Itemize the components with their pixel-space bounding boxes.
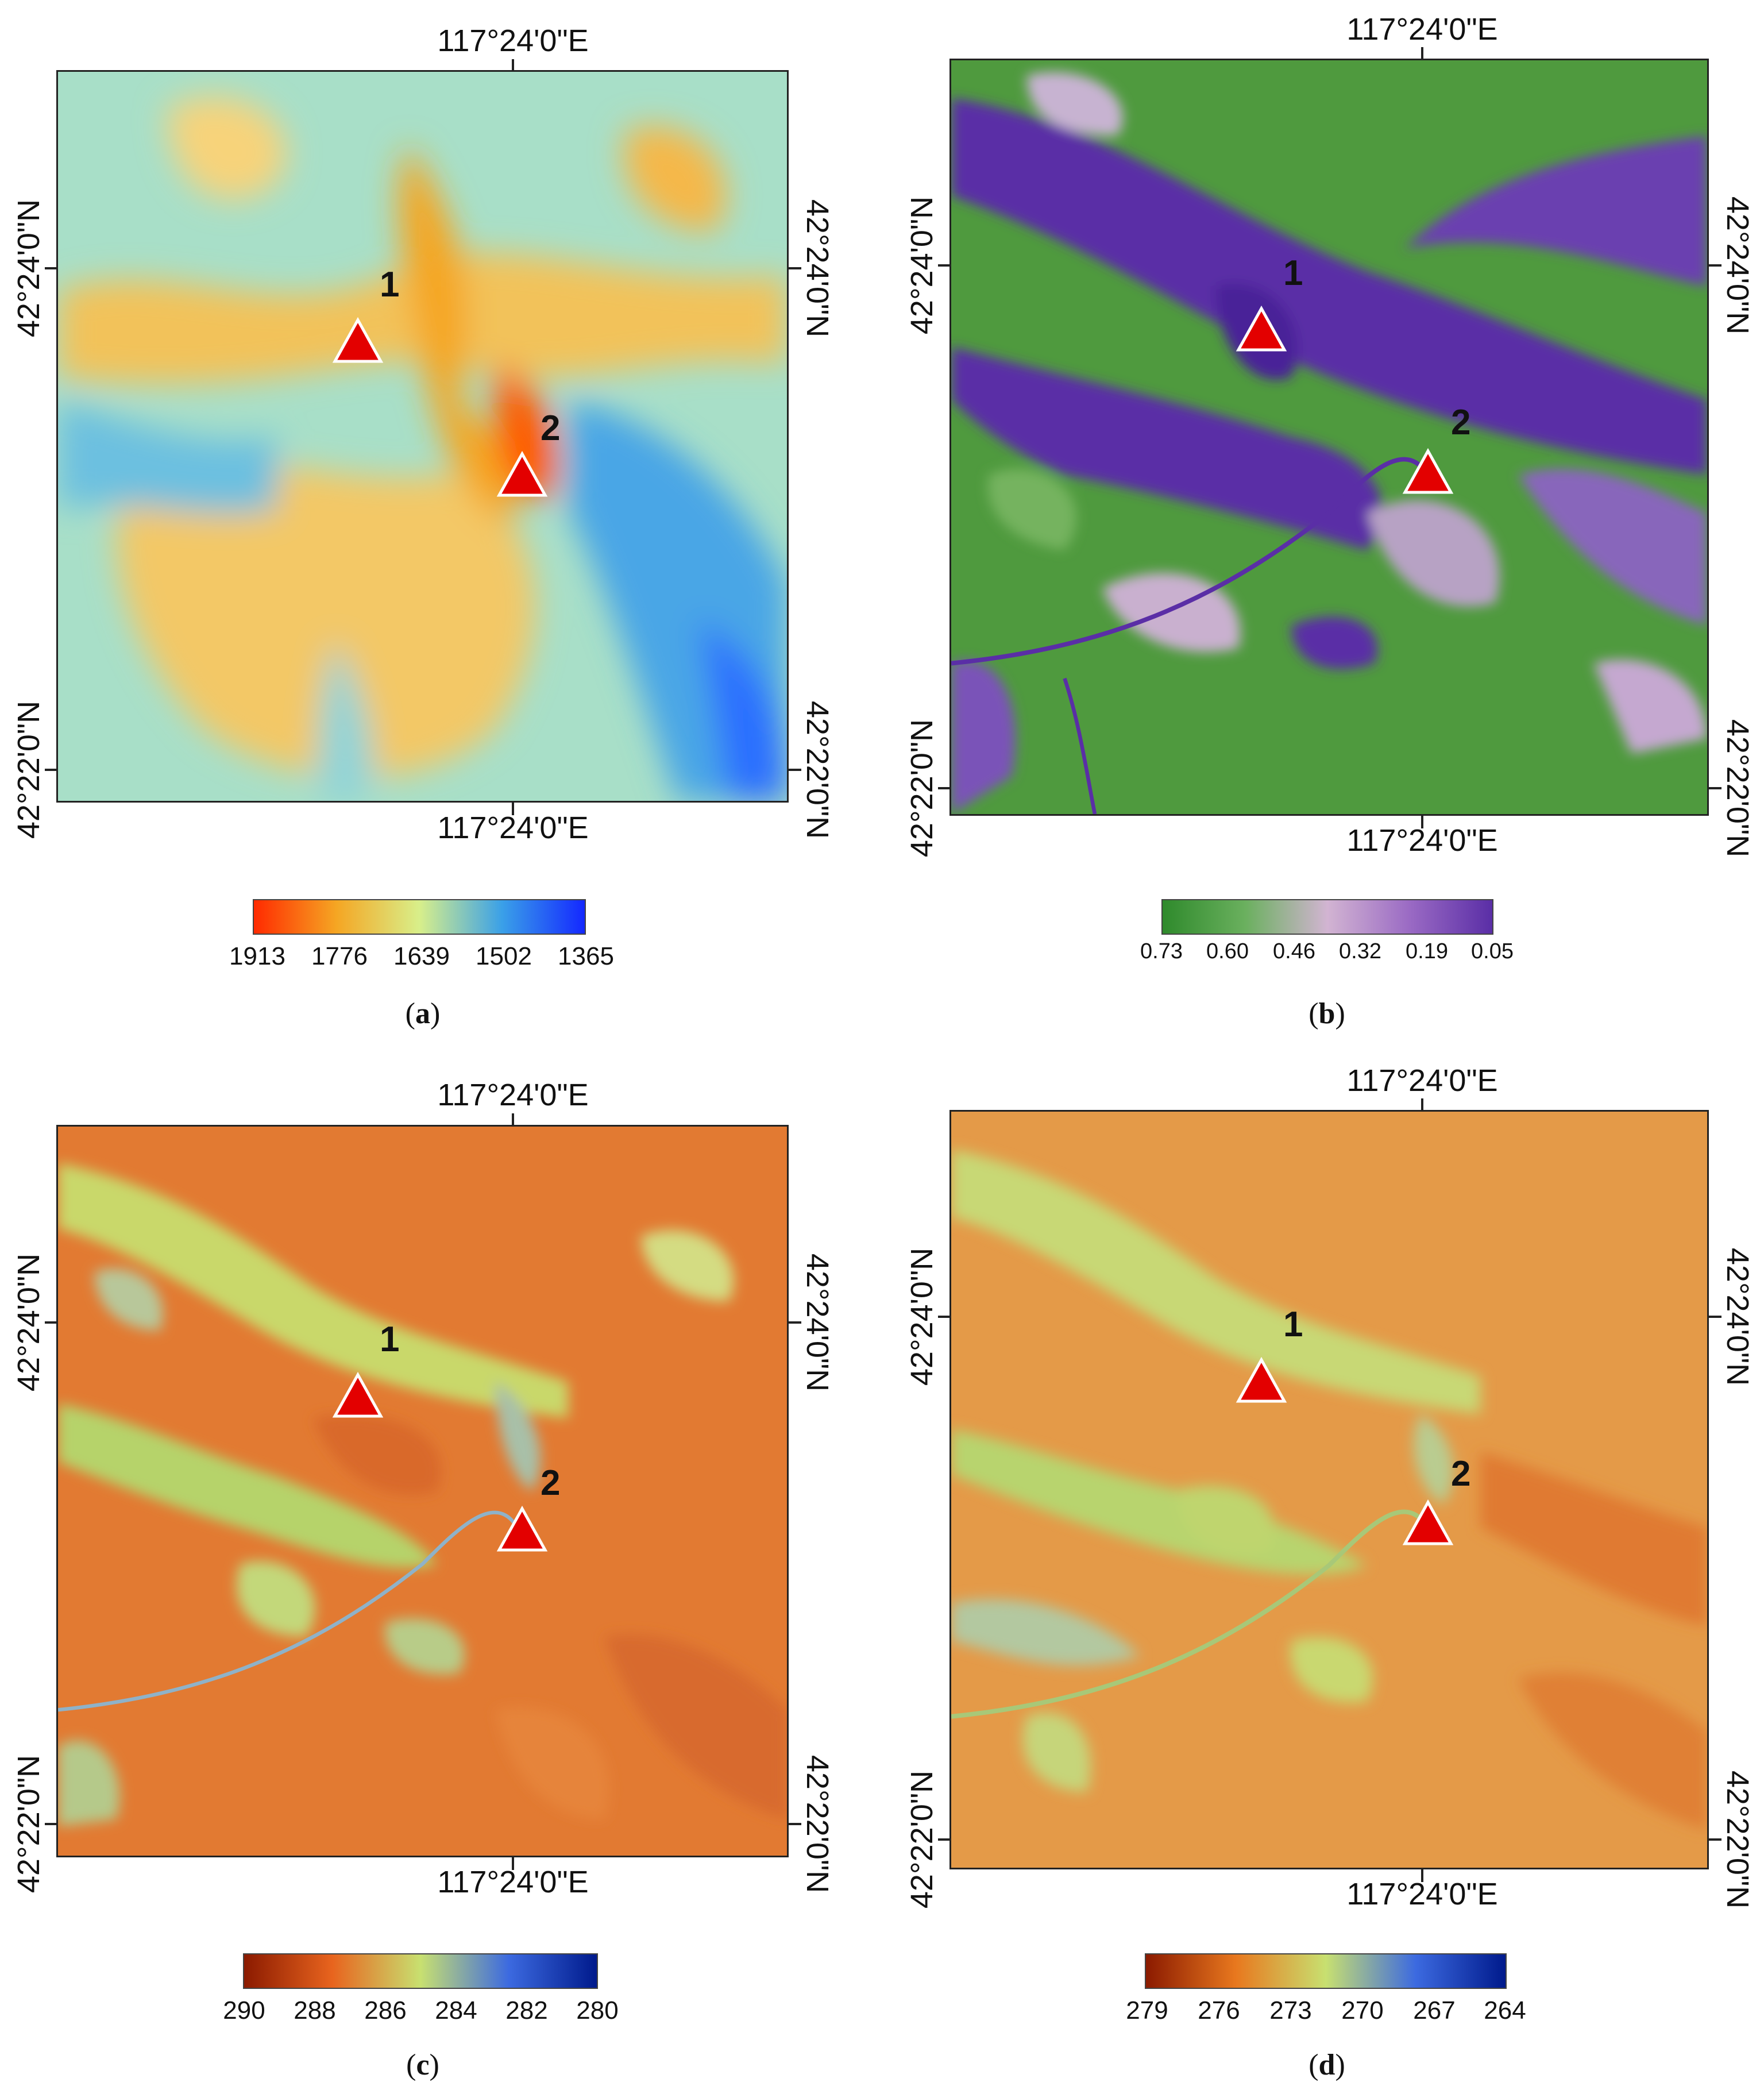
panel-d-right-tick-lower [1709,1838,1721,1841]
panel-a-legend-tick: 1913 [229,942,285,970]
panel-d-left-tick-upper [938,1316,951,1318]
panel-b-right-latitude-upper: 42°24'0"N [1720,196,1755,335]
panel-d-right-latitude-lower: 42°22'0"N [1720,1770,1755,1909]
panel-b-legend-tick: 0.73 [1140,939,1183,963]
panel-a-site-2-label: 2 [541,408,561,448]
panel-c-legend-tick: 288 [294,1996,336,2025]
panel-d-site-1-label: 1 [1283,1305,1303,1344]
panel-c-right-tick-upper [789,1321,801,1324]
panel-c-right-latitude-lower: 42°22'0"N [800,1755,835,1894]
panel-b-top-tick [1421,47,1423,60]
panel-d-left-tick-lower [938,1838,951,1841]
panel-c-terrain [58,1127,787,1856]
panel-a-right-latitude-lower: 42°22'0"N [800,700,835,839]
panel-b-top-longitude: 117°24'0"E [1346,12,1498,47]
panel-c-right-tick-lower [789,1823,801,1825]
panel-c-top-longitude: 117°24'0"E [437,1078,589,1112]
panel-b-terrain [951,60,1707,814]
panel-b-legend-tick: 0.05 [1471,939,1514,963]
panel-b-legend-tick: 0.32 [1339,939,1381,963]
panel-a-right-tick-upper [789,267,801,269]
panel-d-legend-tick: 276 [1198,1996,1240,2025]
panel-b-legend-tick: 0.46 [1273,939,1315,963]
panel-a-terrain [58,72,787,801]
panel-b-left-latitude-upper: 42°24'0"N [905,196,939,335]
panel-d-terrain [951,1112,1707,1868]
panel-d-caption: (d) [1308,2049,1345,2081]
panel-b-site-1-label: 1 [1283,253,1303,293]
panel-d-left-latitude-upper: 42°24'0"N [905,1247,939,1386]
panel-c-right-latitude-upper: 42°24'0"N [800,1253,835,1392]
panel-d-site-2-label: 2 [1451,1454,1471,1494]
panel-a-caption: (a) [405,997,441,1030]
panel-c-left-tick-upper [45,1321,57,1324]
panel-b-left-latitude-lower: 42°22'0"N [905,719,939,858]
panel-c-top-tick [512,1113,514,1126]
panel-c-site-2-label: 2 [541,1463,561,1503]
panel-a-left-tick-upper [45,267,57,269]
panel-b-legend-tick: 0.60 [1206,939,1249,963]
panel-a-right-latitude-upper: 42°24'0"N [800,199,835,338]
panel-d-legend-tick: 267 [1413,1996,1456,2025]
panel-c-legend-tick: 282 [505,1996,548,2025]
panel-b-right-latitude-lower: 42°22'0"N [1720,719,1755,858]
panel-a-top-tick [512,59,514,72]
panel-c-temperature-map: 1 2 [56,1125,789,1857]
panel-b-legend-tick: 0.19 [1406,939,1448,963]
panel-c-left-latitude-upper: 42°24'0"N [11,1253,46,1392]
panel-c-legend-tick: 280 [576,1996,619,2025]
panel-c-legend-tick: 286 [364,1996,407,2025]
panel-d-left-latitude-lower: 42°22'0"N [905,1770,939,1909]
panel-a-top-longitude: 117°24'0"E [437,24,589,58]
panel-b-colorbar [1161,899,1493,935]
panel-c-left-latitude-lower: 42°22'0"N [11,1755,46,1894]
panel-c-caption: (c) [406,2049,439,2081]
panel-c-legend-tick: 284 [435,1996,477,2025]
panel-a-site-1-label: 1 [380,265,400,304]
panel-a-right-tick-lower [789,769,801,771]
panel-d-top-longitude: 117°24'0"E [1346,1063,1498,1098]
panel-a-left-latitude-upper: 42°24'0"N [11,199,46,338]
panel-a-bottom-tick [512,803,514,815]
panel-c-legend-tick: 290 [223,1996,265,2025]
panel-a-legend-tick: 1639 [393,942,450,970]
panel-d-bottom-tick [1421,1869,1423,1882]
panel-b-right-tick-upper [1709,264,1721,267]
panel-b-bottom-tick [1421,816,1423,828]
panel-a-legend-tick: 1502 [476,942,532,970]
panel-a-colorbar [253,899,586,935]
panel-b-caption: (b) [1308,997,1345,1030]
panel-d-legend-tick: 264 [1484,1996,1526,2025]
panel-d-legend-tick: 270 [1341,1996,1384,2025]
panel-d-legend-tick: 273 [1269,1996,1312,2025]
panel-b-right-tick-lower [1709,787,1721,789]
panel-a-elevation-map: 1 2 [56,70,789,803]
panel-d-temperature-map: 1 2 [949,1110,1709,1869]
panel-d-colorbar [1145,1953,1507,1989]
panel-d-legend-tick: 279 [1126,1996,1168,2025]
panel-b-bottom-longitude: 117°24'0"E [1346,823,1498,858]
panel-c-bottom-tick [512,1857,514,1870]
panel-a-left-latitude-lower: 42°22'0"N [11,700,46,839]
panel-c-site-1-label: 1 [380,1320,400,1359]
panel-d-right-latitude-upper: 42°24'0"N [1720,1247,1755,1386]
panel-b-left-tick-upper [938,264,951,267]
panel-c-colorbar [243,1953,598,1989]
panel-b-site-2-label: 2 [1451,403,1471,442]
panel-c-bottom-longitude: 117°24'0"E [437,1865,589,1899]
panel-a-legend-tick: 1776 [311,942,368,970]
panel-a-left-tick-lower [45,769,57,771]
panel-a-legend-tick: 1365 [558,942,614,970]
panel-d-top-tick [1421,1098,1423,1111]
panel-d-right-tick-upper [1709,1316,1721,1318]
panel-b-left-tick-lower [938,787,951,789]
panel-d-bottom-longitude: 117°24'0"E [1346,1877,1498,1911]
panel-a-bottom-longitude: 117°24'0"E [437,811,589,845]
panel-b-ndvi-map: 1 2 [949,59,1709,816]
panel-c-left-tick-lower [45,1823,57,1825]
